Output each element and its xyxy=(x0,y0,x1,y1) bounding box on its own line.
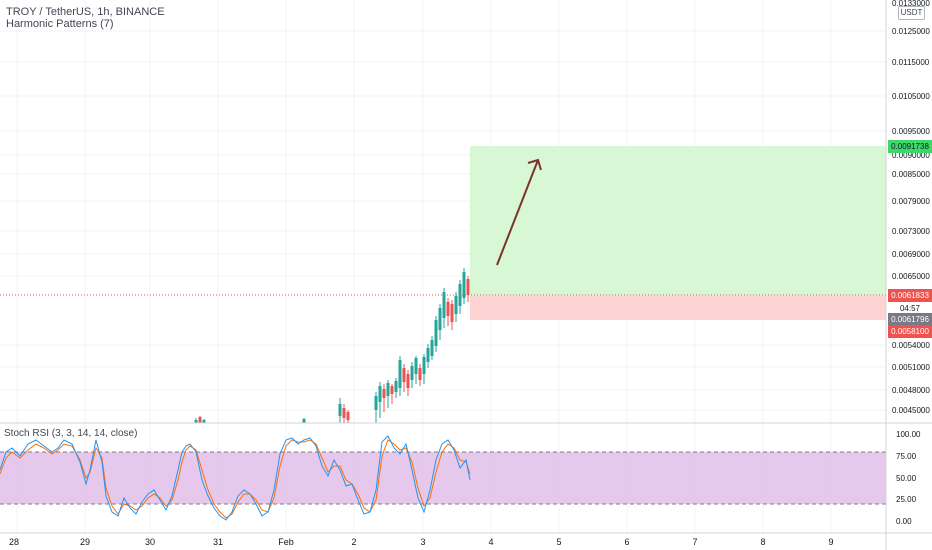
target-price-tag: 0.0091738 xyxy=(888,140,932,153)
stoch-tick-label: 0.00 xyxy=(896,517,912,526)
loss-zone[interactable] xyxy=(470,296,886,320)
time-axis-label: 9 xyxy=(828,537,833,547)
candle xyxy=(450,300,454,330)
candle xyxy=(466,276,470,302)
time-axis-label: 29 xyxy=(80,537,90,547)
candlestick-series xyxy=(194,268,470,423)
candle xyxy=(402,364,406,392)
time-axis-label: 7 xyxy=(692,537,697,547)
candle xyxy=(338,398,342,423)
candle xyxy=(458,280,462,314)
price-tick-label: 0.0069000 xyxy=(892,250,930,259)
stoch-tick-label: 100.00 xyxy=(896,430,921,439)
candle xyxy=(302,418,306,423)
price-tick-label: 0.0090000 xyxy=(892,151,930,160)
time-axis-label: 31 xyxy=(213,537,223,547)
price-tick-label: 0.0095000 xyxy=(892,127,930,136)
candle xyxy=(410,362,414,388)
price-tick-label: 0.0085000 xyxy=(892,170,930,179)
bar-countdown: 04:57 xyxy=(888,302,932,315)
time-axis-label: 8 xyxy=(760,537,765,547)
candle xyxy=(434,316,438,352)
candle xyxy=(346,410,350,423)
candle xyxy=(442,288,446,328)
candle xyxy=(406,370,410,396)
stop-price-tag: 0.0058100 xyxy=(888,325,932,338)
candle xyxy=(390,384,394,404)
price-tick-label: 0.0125000 xyxy=(892,27,930,36)
stoch-rsi-label[interactable]: Stoch RSI (3, 3, 14, 14, close) xyxy=(4,428,138,439)
price-tick-label: 0.0079000 xyxy=(892,197,930,206)
candle xyxy=(430,336,434,360)
stoch-tick-label: 50.00 xyxy=(896,474,917,483)
price-tick-label: 0.0115000 xyxy=(892,58,930,67)
price-tick-label: 0.0045000 xyxy=(892,406,930,415)
time-axis-label: 3 xyxy=(420,537,425,547)
candle xyxy=(454,292,458,322)
profit-zone[interactable] xyxy=(470,146,886,296)
stoch-k-line xyxy=(0,435,471,521)
price-tick-label: 0.0051000 xyxy=(892,363,930,372)
candle xyxy=(202,419,206,423)
entry-price-tag: 0.0061833 xyxy=(888,289,932,302)
indicator-label[interactable]: Harmonic Patterns (7) xyxy=(6,18,114,30)
candle xyxy=(426,344,430,368)
candle xyxy=(374,392,378,423)
stoch-band xyxy=(0,452,886,504)
projection-arrow[interactable] xyxy=(496,158,542,266)
candle xyxy=(378,382,382,418)
time-axis-label: 5 xyxy=(556,537,561,547)
currency-badge[interactable]: USDT xyxy=(898,6,925,20)
candle xyxy=(446,298,450,326)
price-tick-label: 0.0054000 xyxy=(892,341,930,350)
candle xyxy=(422,354,426,384)
time-axis-label: 2 xyxy=(351,537,356,547)
symbol-title[interactable]: TROY / TetherUS, 1h, BINANCE xyxy=(6,6,165,18)
candle xyxy=(194,418,198,423)
price-tick-label: 0.0133000 xyxy=(892,0,930,8)
price-tick-label: 0.0105000 xyxy=(892,92,930,101)
stoch-tick-label: 75.00 xyxy=(896,452,917,461)
candle xyxy=(414,356,418,384)
candle xyxy=(462,268,466,304)
price-tick-label: 0.0065000 xyxy=(892,272,930,281)
current-price-tag: 0.0061796 xyxy=(888,313,932,326)
candle xyxy=(386,380,390,408)
candle xyxy=(438,304,442,340)
time-axis-label: 30 xyxy=(145,537,155,547)
time-axis-label: Feb xyxy=(278,537,294,547)
time-axis-label: 6 xyxy=(624,537,629,547)
candle xyxy=(418,364,422,386)
time-axis-label: 28 xyxy=(9,537,19,547)
candle xyxy=(198,416,202,423)
time-axis-label: 4 xyxy=(488,537,493,547)
price-tick-label: 0.0048000 xyxy=(892,386,930,395)
price-tick-label: 0.0073000 xyxy=(892,227,930,236)
stoch-d-line xyxy=(0,439,471,519)
candle xyxy=(398,356,402,396)
stoch-tick-label: 25.00 xyxy=(896,495,917,504)
candle xyxy=(394,378,398,398)
candle xyxy=(342,404,346,423)
candle xyxy=(382,384,386,412)
